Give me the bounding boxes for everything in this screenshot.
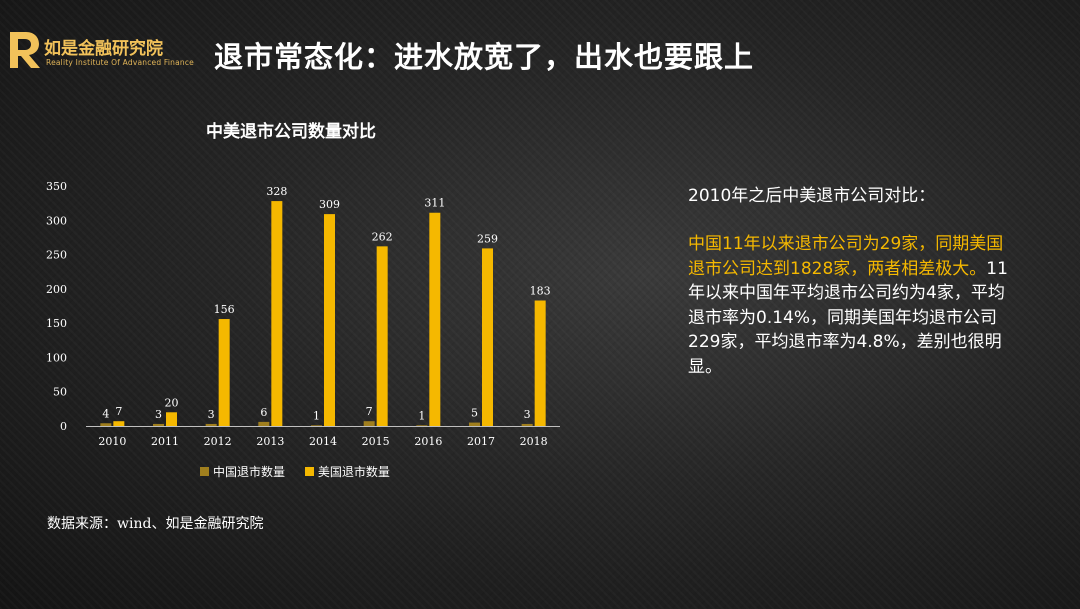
bar-china <box>416 425 428 426</box>
data-label-china: 7 <box>366 405 373 418</box>
y-tick-label: 0 <box>60 420 67 433</box>
data-label-usa: 311 <box>424 197 445 210</box>
bar-usa <box>376 246 388 426</box>
data-label-china: 1 <box>313 409 320 422</box>
slide-title: 退市常态化：进水放宽了，出水也要跟上 <box>214 40 755 74</box>
data-label-china: 1 <box>418 409 425 422</box>
bar-china <box>100 423 112 426</box>
data-label-china: 5 <box>471 407 478 420</box>
bar-usa <box>166 412 177 426</box>
bar-china <box>311 425 322 426</box>
bar-usa <box>218 319 230 426</box>
x-tick-label: 2018 <box>520 435 548 448</box>
data-label-usa: 262 <box>372 230 393 243</box>
y-tick-label: 50 <box>53 386 67 399</box>
data-label-china: 3 <box>208 408 215 421</box>
data-label-china: 3 <box>524 408 531 421</box>
logo-name: 如是金融研究院 <box>44 39 163 59</box>
chart-legend: 中国退市数量 美国退市数量 <box>200 463 406 480</box>
side-paragraph: 中国11年以来退市公司为29家，同期美国退市公司达到1828家，两者相差极大。1… <box>688 232 1014 379</box>
x-tick-label: 2010 <box>98 435 126 448</box>
data-source: 数据来源：wind、如是金融研究院 <box>47 516 264 532</box>
bar-china <box>153 423 164 426</box>
bar-china <box>363 421 375 426</box>
legend-item-usa: 美国退市数量 <box>304 463 390 480</box>
data-label-china: 4 <box>102 407 109 420</box>
legend-swatch-china <box>200 467 209 476</box>
data-label-usa: 309 <box>319 198 340 211</box>
data-label-usa: 328 <box>266 185 287 198</box>
bar-usa <box>271 201 283 426</box>
data-label-usa: 259 <box>477 232 498 245</box>
data-label-china: 3 <box>155 408 162 421</box>
y-tick-label: 150 <box>46 317 67 330</box>
bar-usa <box>113 421 125 426</box>
legend-item-china: 中国退市数量 <box>200 463 285 480</box>
bar-usa <box>482 248 493 426</box>
x-tick-label: 2015 <box>362 435 390 448</box>
x-tick-label: 2013 <box>256 435 284 448</box>
bar-usa <box>429 212 441 426</box>
x-tick-label: 2016 <box>414 435 442 448</box>
bar-usa <box>324 214 335 426</box>
data-label-usa: 20 <box>165 396 179 409</box>
bar-china <box>521 423 533 426</box>
y-tick-label: 100 <box>46 351 67 364</box>
bar-china <box>469 422 480 426</box>
y-tick-label: 300 <box>46 214 67 227</box>
side-highlight: 中国11年以来退市公司为29家，同期美国退市公司达到1828家，两者相差极大。 <box>688 234 1004 279</box>
bar-china <box>258 421 270 426</box>
x-tick-label: 2012 <box>204 435 232 448</box>
y-tick-label: 350 <box>46 180 67 193</box>
y-tick-label: 250 <box>46 249 67 262</box>
chart-title: 中美退市公司数量对比 <box>206 122 376 142</box>
legend-label-usa: 美国退市数量 <box>317 465 390 479</box>
bar-usa <box>534 300 546 426</box>
legend-label-china: 中国退市数量 <box>213 465 286 479</box>
logo-subtitle: Reality Institute Of Advanced Finance <box>46 58 194 67</box>
logo-r-icon <box>10 32 40 68</box>
data-label-usa: 7 <box>115 405 122 418</box>
side-body-text: 11年以来中国年平均退市公司约为4家，平均退市率为0.14%，同期美国年均退市公… <box>688 258 1008 377</box>
bar-china <box>205 423 217 426</box>
x-tick-label: 2011 <box>151 435 179 448</box>
data-label-china: 6 <box>260 406 267 419</box>
side-heading: 2010年之后中美退市公司对比： <box>688 186 936 206</box>
legend-swatch-usa <box>304 467 314 476</box>
data-label-usa: 183 <box>530 285 551 298</box>
data-label-usa: 156 <box>214 303 235 316</box>
logo: 如是金融研究院 Reality Institute Of Advanced Fi… <box>6 28 196 76</box>
y-tick-label: 200 <box>46 283 67 296</box>
x-tick-label: 2017 <box>467 435 495 448</box>
x-tick-label: 2014 <box>309 435 337 448</box>
